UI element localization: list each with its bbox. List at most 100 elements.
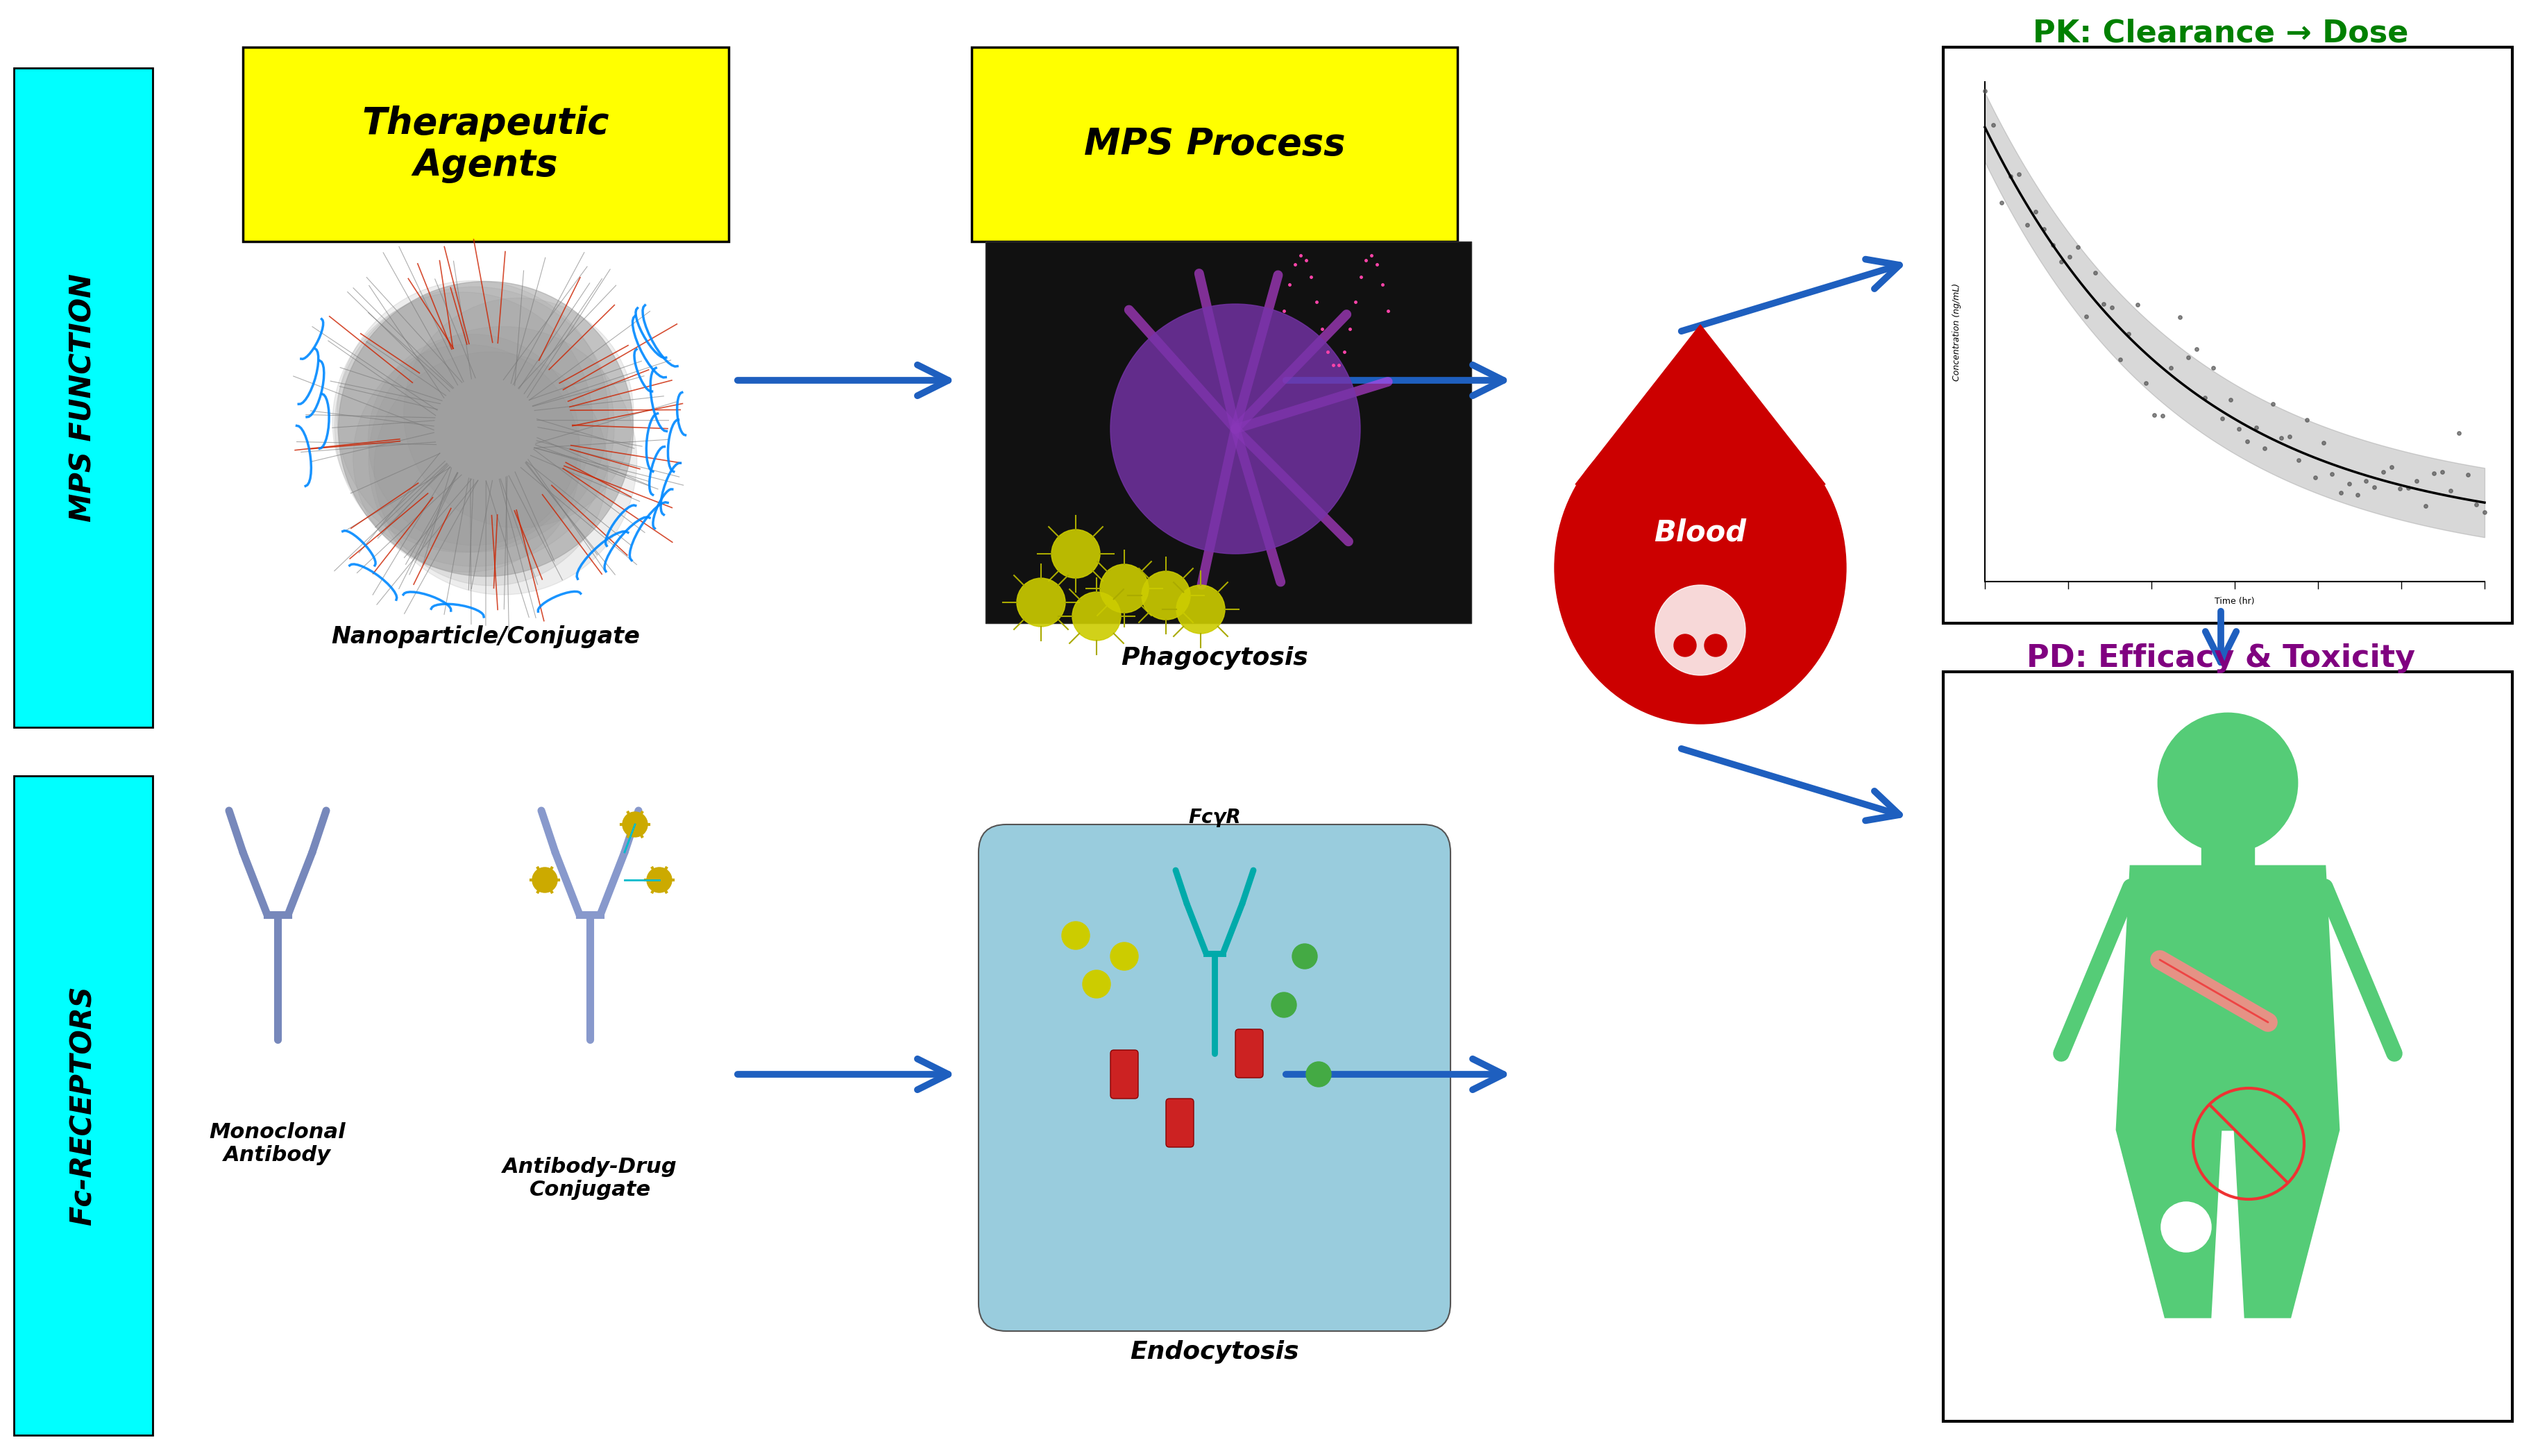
FancyBboxPatch shape xyxy=(244,47,728,242)
FancyBboxPatch shape xyxy=(13,776,152,1436)
Circle shape xyxy=(1018,578,1066,626)
Point xyxy=(2218,416,2259,440)
Point xyxy=(2200,408,2241,431)
Circle shape xyxy=(1071,593,1122,641)
Point xyxy=(2109,322,2150,345)
Circle shape xyxy=(1051,530,1099,578)
Point xyxy=(2320,480,2360,504)
FancyBboxPatch shape xyxy=(1944,47,2513,623)
Point xyxy=(2269,425,2310,448)
Polygon shape xyxy=(2117,866,2340,1318)
Circle shape xyxy=(1655,585,1746,676)
Text: PD: Efficacy & Toxicity: PD: Efficacy & Toxicity xyxy=(2025,644,2416,673)
Point xyxy=(2457,492,2497,515)
Circle shape xyxy=(2157,713,2297,852)
Point xyxy=(2396,469,2436,492)
Point xyxy=(2337,483,2378,507)
Point xyxy=(2099,348,2140,371)
FancyBboxPatch shape xyxy=(1112,1050,1137,1099)
Point xyxy=(2134,403,2175,427)
Point xyxy=(2117,293,2157,316)
FancyBboxPatch shape xyxy=(980,824,1452,1331)
Point xyxy=(2150,357,2190,380)
Text: Fc-RECEPTORS: Fc-RECEPTORS xyxy=(69,986,99,1226)
Point xyxy=(2287,409,2327,432)
Point xyxy=(2058,236,2099,259)
Circle shape xyxy=(368,335,579,546)
Text: Therapeutic
Agents: Therapeutic Agents xyxy=(363,105,609,183)
Circle shape xyxy=(1112,304,1360,553)
Point xyxy=(2167,347,2208,370)
Point xyxy=(2345,469,2386,492)
Point xyxy=(2084,293,2124,316)
Circle shape xyxy=(2162,1203,2211,1251)
Point xyxy=(1964,80,2005,103)
Circle shape xyxy=(1675,635,1695,657)
Circle shape xyxy=(647,868,673,893)
Point xyxy=(2363,460,2403,483)
Point xyxy=(2244,437,2284,460)
Text: Endocytosis: Endocytosis xyxy=(1129,1340,1299,1364)
Text: Nanoparticle/Conjugate: Nanoparticle/Conjugate xyxy=(332,626,640,648)
Point xyxy=(2175,338,2216,361)
Circle shape xyxy=(1175,585,1226,633)
Point xyxy=(2370,456,2411,479)
Point xyxy=(2023,217,2063,240)
Circle shape xyxy=(1084,970,1112,997)
Circle shape xyxy=(332,293,594,552)
FancyBboxPatch shape xyxy=(13,68,152,728)
Point xyxy=(2033,233,2074,256)
Point xyxy=(2124,371,2165,395)
Point xyxy=(2236,415,2277,438)
Point xyxy=(2228,430,2269,453)
Point xyxy=(2254,392,2294,415)
Text: FcγR: FcγR xyxy=(1188,808,1241,827)
Point xyxy=(1990,165,2030,188)
Point xyxy=(2008,214,2048,237)
FancyBboxPatch shape xyxy=(1944,671,2513,1421)
Circle shape xyxy=(368,326,637,594)
Circle shape xyxy=(1307,1061,1330,1086)
Point xyxy=(2414,462,2454,485)
Circle shape xyxy=(1112,942,1137,970)
Point xyxy=(2330,472,2370,495)
Polygon shape xyxy=(1576,325,1825,485)
Point xyxy=(2211,389,2251,412)
Point xyxy=(2431,479,2472,502)
Circle shape xyxy=(533,868,558,893)
Point xyxy=(2185,386,2226,409)
Circle shape xyxy=(1099,565,1150,613)
Text: Concentration (ng/mL): Concentration (ng/mL) xyxy=(1952,282,1962,380)
Point xyxy=(2381,478,2421,501)
Circle shape xyxy=(622,812,647,837)
FancyBboxPatch shape xyxy=(972,47,1457,242)
Circle shape xyxy=(1706,635,1726,657)
Point xyxy=(1972,114,2013,137)
Point xyxy=(2142,405,2183,428)
Text: MPS FUNCTION: MPS FUNCTION xyxy=(69,274,99,521)
Point xyxy=(2439,421,2480,444)
Circle shape xyxy=(1142,571,1190,620)
Point xyxy=(2160,306,2200,329)
Point xyxy=(2015,201,2056,224)
Point xyxy=(2091,296,2132,319)
FancyBboxPatch shape xyxy=(985,242,1472,623)
Text: MPS Process: MPS Process xyxy=(1084,127,1345,163)
Circle shape xyxy=(404,298,634,529)
Circle shape xyxy=(335,287,614,566)
Circle shape xyxy=(1292,943,1317,968)
Circle shape xyxy=(1061,922,1089,949)
Point xyxy=(2388,476,2429,499)
Text: Blood: Blood xyxy=(1655,518,1746,547)
Point xyxy=(2312,462,2353,485)
Point xyxy=(2048,245,2089,268)
Point xyxy=(2041,250,2081,274)
Circle shape xyxy=(1272,993,1297,1018)
Point xyxy=(2355,476,2396,499)
Point xyxy=(2406,494,2447,517)
FancyBboxPatch shape xyxy=(1236,1029,1264,1077)
Text: Time (hr): Time (hr) xyxy=(2216,597,2254,606)
Point xyxy=(2421,460,2462,483)
Point xyxy=(2279,448,2320,472)
Circle shape xyxy=(338,281,634,577)
